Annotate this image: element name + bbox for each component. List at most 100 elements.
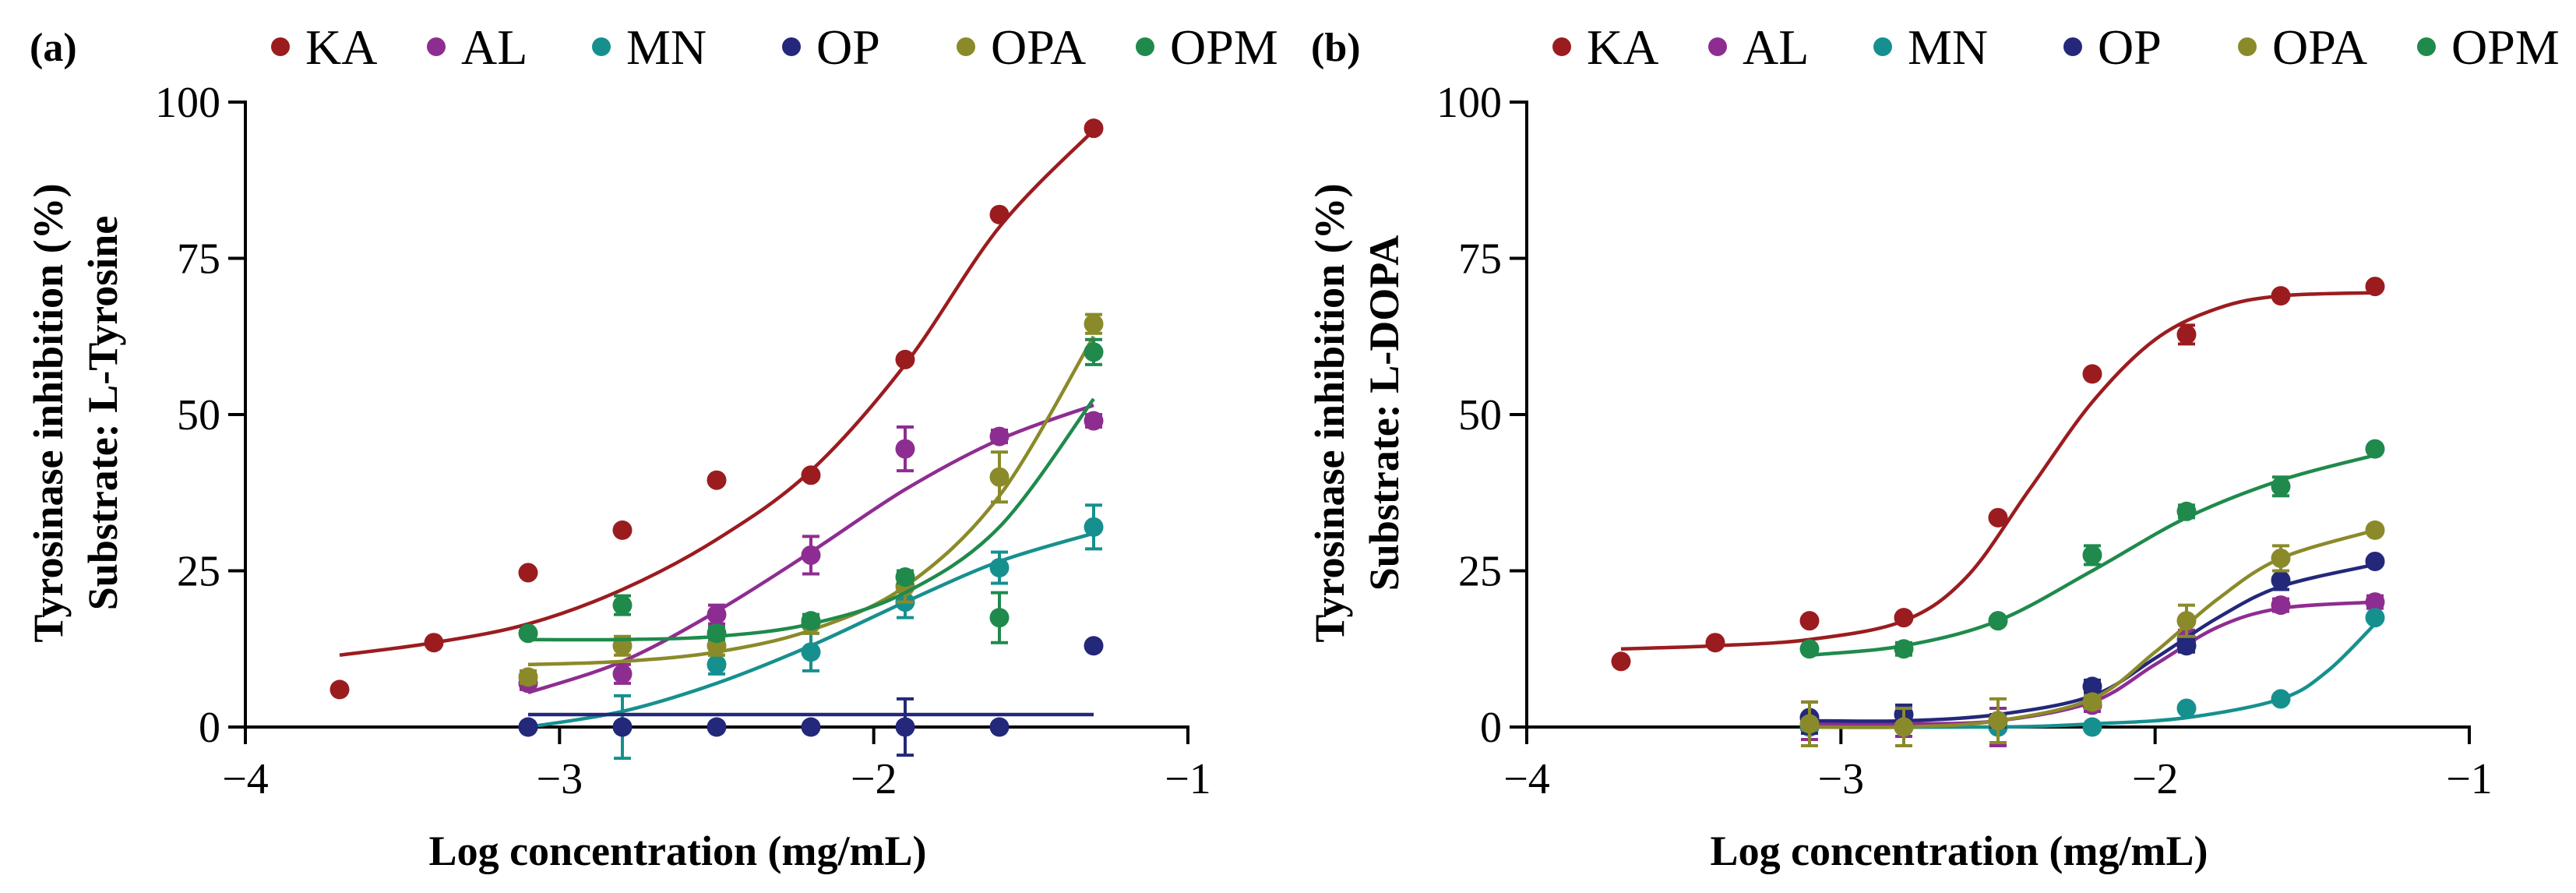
x-tick-label: −2 [851, 755, 897, 803]
data-point [1799, 639, 1820, 659]
x-tick-label: −3 [1818, 755, 1865, 803]
data-point [612, 717, 633, 737]
legend-marker-al [427, 37, 446, 56]
data-point [2271, 286, 2291, 306]
fit-curve-opa [527, 335, 1095, 667]
data-point [989, 204, 1010, 224]
data-point [2271, 548, 2291, 568]
data-point [2365, 439, 2385, 459]
legend: KA AL MN OP OPA OPM [1552, 19, 2560, 75]
x-tick-label: −4 [1503, 755, 1550, 803]
legend-label-opm: OPM [2451, 19, 2560, 75]
data-point [707, 470, 727, 490]
series-opm [1799, 439, 2385, 659]
legend: KA AL MN OP OPA OPM [271, 19, 1278, 75]
data-point [518, 623, 538, 644]
y-tick-label: 100 [1436, 79, 1502, 127]
plot-area [1611, 277, 2385, 748]
data-point [612, 595, 633, 616]
legend-marker-opm [1136, 37, 1154, 56]
data-point [2082, 364, 2102, 384]
y-tick-label: 0 [199, 704, 220, 752]
legend-label-al: AL [1743, 19, 1809, 75]
data-point [1084, 636, 1104, 656]
y-axis-title-line2: Substrate: L-DOPA [1361, 235, 1408, 591]
x-axis-title: Log concentration (mg/mL) [429, 828, 927, 874]
legend-label-ka: KA [1587, 19, 1658, 75]
legend-marker-mn [592, 37, 611, 56]
data-point [2271, 570, 2291, 591]
data-point [2176, 698, 2197, 718]
data-point [895, 717, 915, 737]
data-point [2365, 277, 2385, 297]
legend-marker-opa [2238, 37, 2257, 56]
data-point [989, 608, 1010, 628]
y-axis-title: Tyrosinase inhibition (%) Substrate: L-D… [1306, 183, 1408, 642]
x-tick-label: −1 [2446, 755, 2493, 803]
legend-label-ka: KA [305, 19, 377, 75]
data-point [518, 667, 538, 687]
data-point [1894, 608, 1914, 628]
y-tick-label: 75 [177, 235, 220, 284]
legend-marker-ka [1552, 37, 1571, 56]
panel-label: (b) [1311, 26, 1361, 70]
y-tick-label: 25 [177, 548, 220, 596]
data-point [1084, 342, 1104, 362]
data-point [707, 605, 727, 625]
data-point [2271, 476, 2291, 496]
legend-label-mn: MN [1908, 19, 1988, 75]
legend-marker-opm [2417, 37, 2436, 56]
legend-label-opa: OPA [991, 19, 1086, 75]
y-tick-label: 50 [1458, 391, 1502, 439]
data-point [895, 349, 915, 369]
series-ka [329, 118, 1104, 700]
data-point [801, 465, 821, 485]
data-point [801, 717, 821, 737]
data-point [1084, 118, 1104, 139]
data-point [1988, 711, 2008, 731]
data-point [1084, 411, 1104, 431]
data-point [2365, 592, 2385, 612]
legend-label-opa: OPA [2272, 19, 2367, 75]
x-axis-title: Log concentration (mg/mL) [1711, 828, 2208, 874]
y-axis-title-line2: Substrate: L-Tyrosine [79, 216, 126, 611]
data-point [612, 664, 633, 684]
legend-label-op: OP [2098, 19, 2162, 75]
panel-a: (a) KA AL MN OP OPA OPM Tyrosinase inhibition… [25, 19, 1278, 874]
y-axis-title: Tyrosinase inhibition (%) Substrate: L-T… [25, 183, 126, 642]
data-point [2365, 608, 2385, 628]
data-point [989, 557, 1010, 577]
data-point [2082, 717, 2102, 737]
panel-b: (b) KA AL MN OP OPA OPM Tyrosinase inhibition… [1306, 19, 2560, 874]
y-tick-label: 0 [1480, 704, 1502, 752]
data-point [895, 439, 915, 459]
plot-area [329, 118, 1104, 761]
data-point [2176, 611, 2197, 631]
data-point [989, 426, 1010, 446]
data-point [707, 655, 727, 675]
data-point [801, 642, 821, 662]
data-point [2082, 545, 2102, 565]
data-point [2082, 676, 2102, 697]
data-point [707, 623, 727, 644]
data-point [329, 679, 350, 700]
data-point [707, 717, 727, 737]
legend-label-op: OP [816, 19, 880, 75]
data-point [1988, 611, 2008, 631]
axes: −4 −3 −2 −1 0 25 50 75 100 [1436, 79, 2493, 803]
legend-marker-al [1708, 37, 1727, 56]
data-point [2271, 689, 2291, 709]
data-point [989, 717, 1010, 737]
legend-label-al: AL [461, 19, 527, 75]
data-point [1611, 651, 1631, 672]
series-opa [518, 312, 1104, 687]
legend-marker-op [2063, 37, 2082, 56]
y-axis-title-line1: Tyrosinase inhibition (%) [1306, 183, 1353, 642]
data-point [518, 563, 538, 583]
y-axis-title-line1: Tyrosinase inhibition (%) [25, 183, 72, 642]
data-point [424, 633, 444, 653]
fit-curve-ka [1620, 291, 2376, 651]
data-point [1084, 314, 1104, 334]
